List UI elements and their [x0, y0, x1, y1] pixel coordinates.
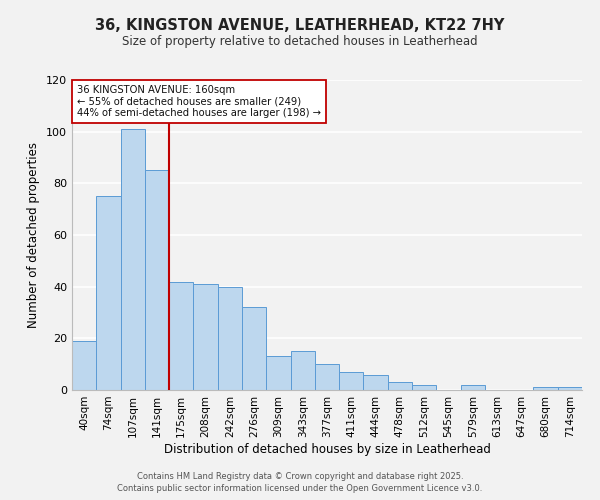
Bar — [169, 282, 193, 390]
Bar — [145, 170, 169, 390]
Bar — [412, 385, 436, 390]
Bar — [218, 286, 242, 390]
Bar — [193, 284, 218, 390]
Text: 36, KINGSTON AVENUE, LEATHERHEAD, KT22 7HY: 36, KINGSTON AVENUE, LEATHERHEAD, KT22 7… — [95, 18, 505, 32]
Text: Contains HM Land Registry data © Crown copyright and database right 2025.: Contains HM Land Registry data © Crown c… — [137, 472, 463, 481]
Bar — [96, 196, 121, 390]
Bar — [461, 385, 485, 390]
Text: Contains public sector information licensed under the Open Government Licence v3: Contains public sector information licen… — [118, 484, 482, 493]
Bar — [339, 372, 364, 390]
Text: 36 KINGSTON AVENUE: 160sqm
← 55% of detached houses are smaller (249)
44% of sem: 36 KINGSTON AVENUE: 160sqm ← 55% of deta… — [77, 84, 321, 118]
Bar — [72, 341, 96, 390]
Bar — [121, 129, 145, 390]
Bar — [242, 308, 266, 390]
Bar — [266, 356, 290, 390]
Bar — [558, 388, 582, 390]
Bar — [388, 382, 412, 390]
Y-axis label: Number of detached properties: Number of detached properties — [28, 142, 40, 328]
Bar — [315, 364, 339, 390]
Bar — [533, 388, 558, 390]
Text: Size of property relative to detached houses in Leatherhead: Size of property relative to detached ho… — [122, 35, 478, 48]
X-axis label: Distribution of detached houses by size in Leatherhead: Distribution of detached houses by size … — [164, 442, 490, 456]
Bar — [290, 351, 315, 390]
Bar — [364, 374, 388, 390]
